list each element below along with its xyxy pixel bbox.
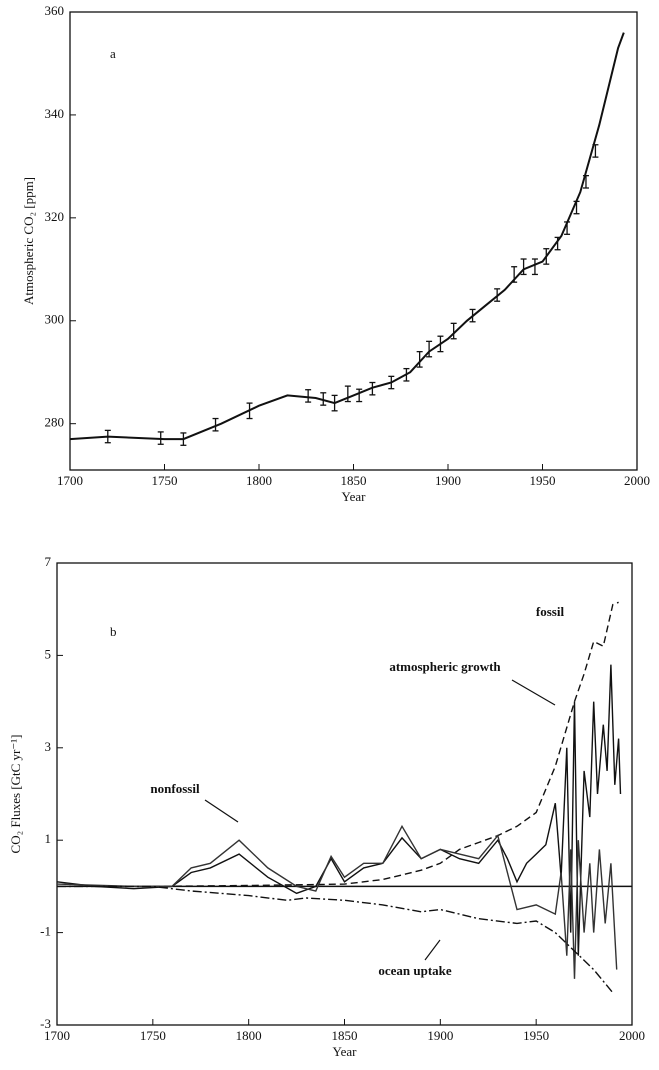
series-line [56, 824, 618, 979]
y-tick-label: 360 [45, 3, 65, 18]
y-tick-label: 5 [45, 646, 52, 661]
error-bar [104, 429, 111, 444]
y-tick-label: -3 [40, 1016, 51, 1031]
error-bar [212, 417, 219, 432]
error-bar [416, 350, 423, 368]
leader-line [511, 679, 556, 706]
leader-line [424, 939, 441, 961]
error-bar [520, 258, 527, 276]
y-tick-label: -1 [40, 924, 51, 939]
error-bar [450, 322, 457, 340]
error-bar [494, 288, 501, 302]
y-tick-label: 1 [45, 831, 52, 846]
series-line [57, 885, 614, 994]
y-tick-label: 7 [45, 554, 52, 569]
x-tick-label: 1900 [427, 1028, 453, 1043]
series-label: fossil [536, 604, 565, 619]
x-tick-label: 1900 [435, 473, 461, 488]
error-bar [157, 431, 164, 445]
x-tick-label: 1700 [44, 1028, 70, 1043]
x-tick-label: 1800 [236, 1028, 262, 1043]
x-tick-label: 2000 [619, 1028, 645, 1043]
series-label: nonfossil [150, 781, 200, 796]
series-label: atmospheric growth [389, 659, 501, 674]
error-bar [344, 385, 351, 403]
x-axis-label: Year [342, 489, 367, 504]
error-bar [403, 367, 410, 382]
error-bar [531, 258, 538, 276]
error-bar [320, 392, 327, 406]
error-bar [511, 266, 518, 283]
error-bar [369, 381, 376, 396]
error-bar [331, 394, 338, 412]
error-bar [437, 335, 444, 353]
x-tick-label: 1800 [246, 473, 272, 488]
y-tick-label: 300 [45, 312, 65, 327]
plot-frame [56, 562, 633, 1026]
y-tick-label: 320 [45, 209, 65, 224]
error-bar [554, 236, 561, 251]
error-bar [564, 221, 571, 235]
error-bar [592, 144, 599, 158]
error-bar [573, 200, 580, 215]
series-line [152, 601, 619, 888]
x-tick-label: 1850 [341, 473, 367, 488]
panel-letter: b [110, 624, 117, 639]
x-tick-label: 1750 [140, 1028, 166, 1043]
x-tick-label: 1850 [332, 1028, 358, 1043]
x-tick-label: 1750 [152, 473, 178, 488]
error-bar [356, 388, 363, 403]
x-tick-label: 1700 [57, 473, 83, 488]
panel-letter: a [110, 46, 116, 61]
x-axis-label: Year [333, 1044, 358, 1059]
y-axis-label: Atmospheric CO₂ [ppm] [21, 177, 36, 305]
series-label: ocean uptake [378, 963, 452, 978]
series-line [69, 32, 625, 441]
y-tick-label: 340 [45, 106, 65, 121]
y-tick-label: 280 [45, 415, 65, 430]
leader-line [204, 799, 239, 823]
x-tick-label: 1950 [523, 1028, 549, 1043]
error-bar [543, 248, 550, 265]
error-bar [469, 308, 476, 323]
x-tick-label: 2000 [624, 473, 650, 488]
error-bar [426, 340, 433, 358]
error-bar [582, 174, 589, 189]
error-bar [388, 375, 395, 390]
series-line [56, 664, 622, 956]
plot-frame [69, 11, 638, 471]
y-axis-label: CO₂ Fluxes [GtC yr⁻¹] [8, 735, 23, 854]
y-tick-label: 3 [45, 739, 52, 754]
error-bar [305, 389, 312, 403]
x-tick-label: 1950 [530, 473, 556, 488]
error-bar [180, 432, 187, 446]
error-bar [246, 402, 253, 420]
